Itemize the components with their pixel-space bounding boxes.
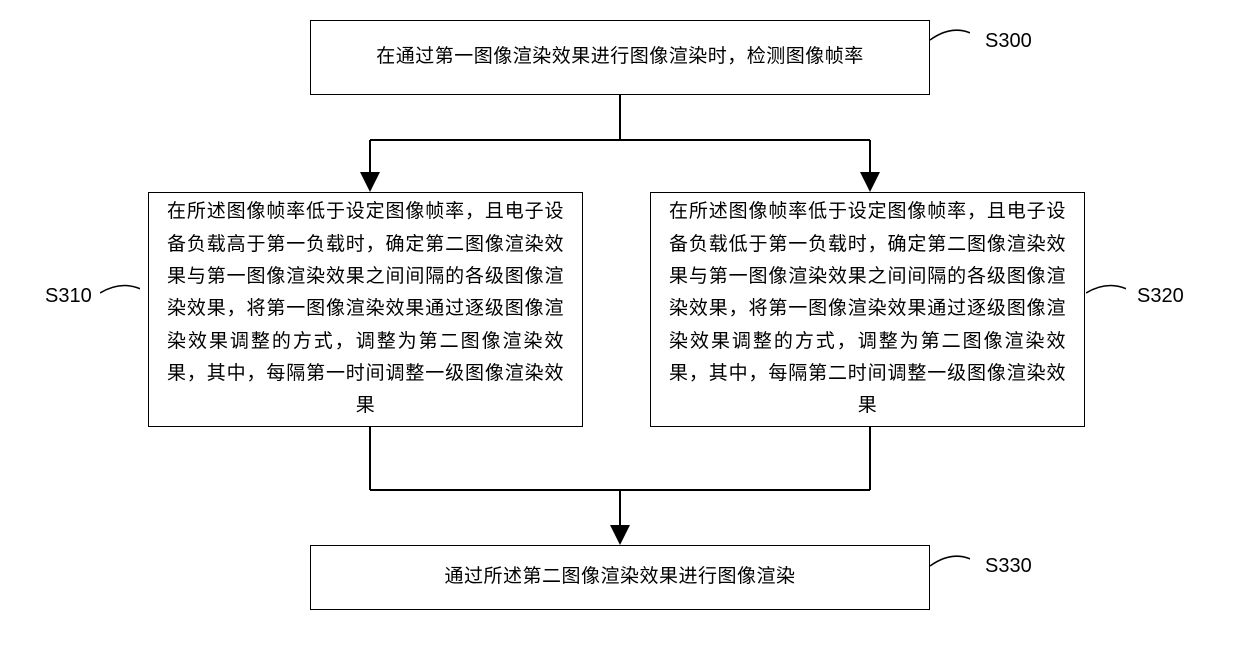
label-s330: S330	[985, 555, 1032, 578]
flowchart-container: 在通过第一图像渲染效果进行图像渲染时，检测图像帧率 S300 在所述图像帧率低于…	[0, 0, 1239, 648]
node-s320: 在所述图像帧率低于设定图像帧率，且电子设备负载低于第一负载时，确定第二图像渲染效…	[650, 192, 1085, 427]
node-s310: 在所述图像帧率低于设定图像帧率，且电子设备负载高于第一负载时，确定第二图像渲染效…	[148, 192, 583, 427]
label-s310: S310	[45, 285, 92, 308]
label-curve-s320	[1086, 278, 1126, 308]
node-s300-text: 在通过第一图像渲染效果进行图像渲染时，检测图像帧率	[376, 41, 864, 73]
label-curve-s330	[930, 548, 970, 578]
node-s330: 通过所述第二图像渲染效果进行图像渲染	[310, 545, 930, 610]
label-s320: S320	[1137, 285, 1184, 308]
label-curve-s310	[100, 278, 140, 308]
label-curve-s300	[930, 22, 970, 52]
label-s300: S300	[985, 30, 1032, 53]
node-s320-text: 在所述图像帧率低于设定图像帧率，且电子设备负载低于第一负载时，确定第二图像渲染效…	[669, 196, 1066, 422]
node-s310-text: 在所述图像帧率低于设定图像帧率，且电子设备负载高于第一负载时，确定第二图像渲染效…	[167, 196, 564, 422]
node-s330-text: 通过所述第二图像渲染效果进行图像渲染	[444, 561, 795, 593]
node-s300: 在通过第一图像渲染效果进行图像渲染时，检测图像帧率	[310, 20, 930, 95]
